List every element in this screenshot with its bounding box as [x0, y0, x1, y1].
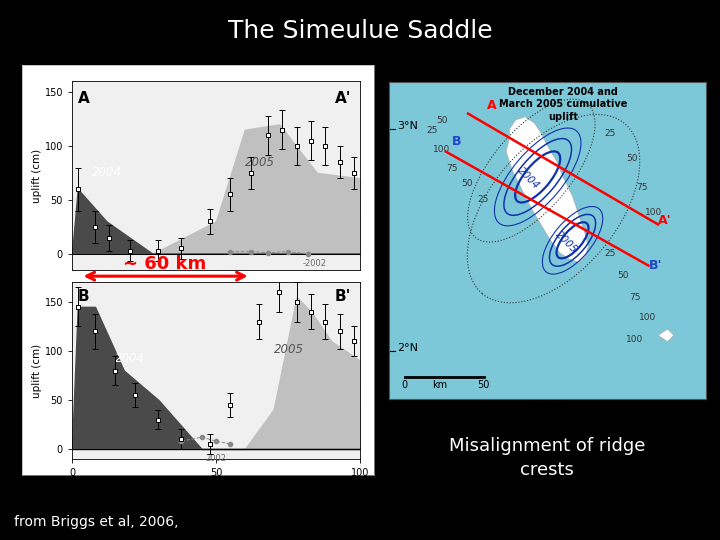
- Text: ~ 60 km: ~ 60 km: [122, 255, 206, 273]
- X-axis label: distance along profile (km): distance along profile (km): [145, 481, 287, 490]
- Text: 100: 100: [639, 313, 657, 321]
- Text: 2°N: 2°N: [397, 343, 418, 353]
- Text: 75: 75: [636, 183, 647, 192]
- Text: 50: 50: [477, 380, 490, 390]
- Text: km: km: [432, 380, 447, 390]
- Text: -2002: -2002: [302, 259, 326, 268]
- Text: A: A: [78, 91, 89, 106]
- Text: 50: 50: [626, 154, 638, 163]
- Text: A': A': [335, 91, 351, 106]
- Text: 3°N: 3°N: [397, 122, 418, 131]
- Text: 25: 25: [477, 195, 489, 204]
- Text: 96° E: 96° E: [532, 400, 562, 410]
- Text: 50: 50: [436, 116, 448, 125]
- Text: 100: 100: [626, 335, 644, 343]
- Text: 2004: 2004: [115, 352, 145, 365]
- Polygon shape: [658, 329, 674, 342]
- Text: 25: 25: [427, 126, 438, 134]
- Text: 25: 25: [604, 249, 616, 258]
- Text: March 2005 cumulative: March 2005 cumulative: [499, 99, 627, 109]
- Text: 25: 25: [604, 129, 616, 138]
- Text: uplift: uplift: [548, 112, 578, 122]
- Text: 2005: 2005: [245, 156, 275, 169]
- Text: December 2004 and: December 2004 and: [508, 86, 618, 97]
- Text: 2004: 2004: [516, 166, 541, 192]
- Text: B: B: [452, 135, 462, 148]
- Text: Misalignment of ridge
crests: Misalignment of ridge crests: [449, 437, 645, 479]
- Text: 2002: 2002: [205, 454, 227, 463]
- Text: 50: 50: [617, 271, 629, 280]
- Text: A': A': [658, 214, 672, 227]
- Text: B': B': [335, 289, 351, 305]
- Text: 2004: 2004: [92, 166, 122, 179]
- Y-axis label: uplift (cm): uplift (cm): [32, 148, 42, 202]
- Text: from Briggs et al, 2006,: from Briggs et al, 2006,: [14, 515, 179, 529]
- Text: 2005: 2005: [554, 229, 580, 255]
- Text: The Simeulue Saddle: The Simeulue Saddle: [228, 19, 492, 43]
- Text: 75: 75: [446, 164, 457, 173]
- Polygon shape: [506, 117, 588, 262]
- Text: 0: 0: [402, 380, 408, 390]
- Text: B': B': [649, 259, 662, 272]
- Text: B: B: [78, 289, 89, 305]
- Text: 100: 100: [433, 145, 451, 153]
- Text: 50: 50: [462, 179, 473, 188]
- Y-axis label: uplift (cm): uplift (cm): [32, 343, 42, 397]
- Text: 75: 75: [629, 294, 641, 302]
- Text: A: A: [487, 99, 497, 112]
- Text: 100: 100: [645, 208, 662, 217]
- Text: 2005: 2005: [274, 343, 304, 356]
